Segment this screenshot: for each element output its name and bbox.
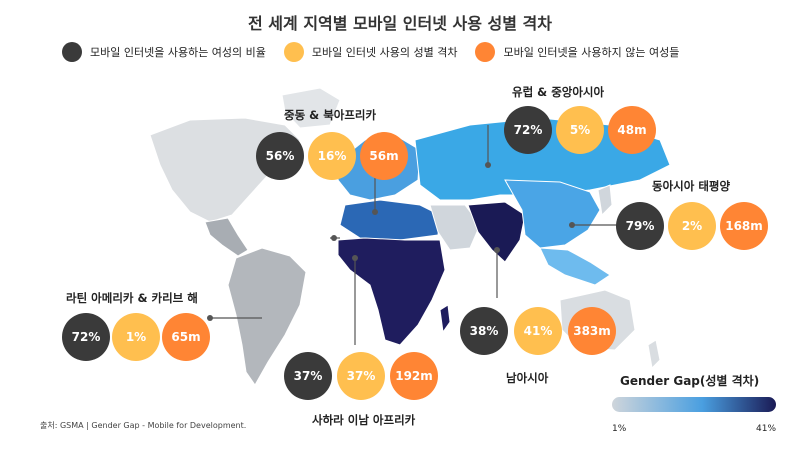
stat-unconnected-south-asia: 383m bbox=[568, 307, 616, 355]
region-title-mena: 중동 & 북아프리카 bbox=[284, 108, 377, 122]
stat-share-latam: 72% bbox=[62, 313, 110, 361]
region-title-ssa: 사하라 이남 아프리카 bbox=[312, 413, 416, 427]
legend-dot-gap bbox=[283, 42, 304, 62]
map-central-america bbox=[204, 217, 249, 257]
stat-share-mena: 56% bbox=[256, 132, 304, 180]
map-east-asia bbox=[504, 179, 601, 249]
map-madagascar bbox=[439, 304, 451, 334]
legend-label-unconnected: 모바일 인터넷을 사용하지 않는 여성들 bbox=[503, 46, 680, 59]
legend-item-gap: 모바일 인터넷 사용의 성별 격차 bbox=[283, 42, 458, 62]
stat-gap-mena: 16% bbox=[308, 132, 356, 180]
map-middle-east bbox=[429, 204, 481, 251]
stat-gap-latam: 1% bbox=[112, 313, 160, 361]
stat-gap-ssa: 37% bbox=[337, 352, 385, 400]
stat-unconnected-east-asia-pacific: 168m bbox=[720, 202, 768, 250]
stat-share-east-asia-pacific: 79% bbox=[616, 202, 664, 250]
map-south-america bbox=[227, 247, 307, 386]
stat-share-south-asia: 38% bbox=[460, 307, 508, 355]
legend-dot-share bbox=[62, 42, 82, 62]
region-title-east-asia-pacific: 동아시아 태평양 bbox=[652, 179, 731, 193]
stat-share-ssa: 37% bbox=[284, 352, 332, 400]
map-russia-central-asia bbox=[414, 117, 671, 201]
connector-lines bbox=[210, 125, 618, 345]
scale-gradient-bar bbox=[612, 397, 776, 412]
region-title-latam: 라틴 아메리카 & 카리브 해 bbox=[66, 291, 198, 305]
scale-min-label: 1% bbox=[612, 424, 627, 434]
map-greenland bbox=[281, 87, 341, 129]
source-note: 출처: GSMA | Gender Gap - Mobile for Devel… bbox=[40, 421, 247, 430]
page-title: 전 세계 지역별 모바일 인터넷 사용 성별 격차 bbox=[248, 14, 552, 33]
stat-share-europe-central-asia: 72% bbox=[504, 106, 552, 154]
scale-max-label: 41% bbox=[756, 424, 777, 434]
legend-dot-unconnected bbox=[475, 42, 496, 62]
legend-item-share: 모바일 인터넷을 사용하는 여성의 비율 bbox=[62, 42, 266, 62]
legend-label-gap: 모바일 인터넷 사용의 성별 격차 bbox=[311, 46, 458, 59]
map-south-asia bbox=[467, 201, 526, 263]
region-title-south-asia: 남아시아 bbox=[506, 371, 549, 385]
map-sub-saharan-africa bbox=[337, 237, 446, 346]
legend-item-unconnected: 모바일 인터넷을 사용하지 않는 여성들 bbox=[475, 42, 679, 62]
legend-label-share: 모바일 인터넷을 사용하는 여성의 비율 bbox=[90, 46, 266, 59]
stat-unconnected-latam: 65m bbox=[162, 313, 210, 361]
map-southeast-asia bbox=[539, 247, 611, 286]
map-north-africa bbox=[339, 199, 441, 241]
stat-unconnected-mena: 56m bbox=[360, 132, 408, 180]
map-japan bbox=[597, 184, 613, 217]
stat-unconnected-europe-central-asia: 48m bbox=[608, 106, 656, 154]
legend: 모바일 인터넷을 사용하는 여성의 비율 모바일 인터넷 사용의 성별 격차 모… bbox=[62, 42, 697, 62]
scale-title: Gender Gap(성별 격차) bbox=[620, 374, 760, 388]
connector-dots bbox=[207, 162, 575, 321]
region-title-europe-central-asia: 유럽 & 중앙아시아 bbox=[512, 85, 605, 99]
stat-unconnected-ssa: 192m bbox=[390, 352, 438, 400]
stat-gap-south-asia: 41% bbox=[514, 307, 562, 355]
stat-gap-europe-central-asia: 5% bbox=[556, 106, 604, 154]
map-new-zealand bbox=[647, 339, 661, 370]
stat-gap-east-asia-pacific: 2% bbox=[668, 202, 716, 250]
